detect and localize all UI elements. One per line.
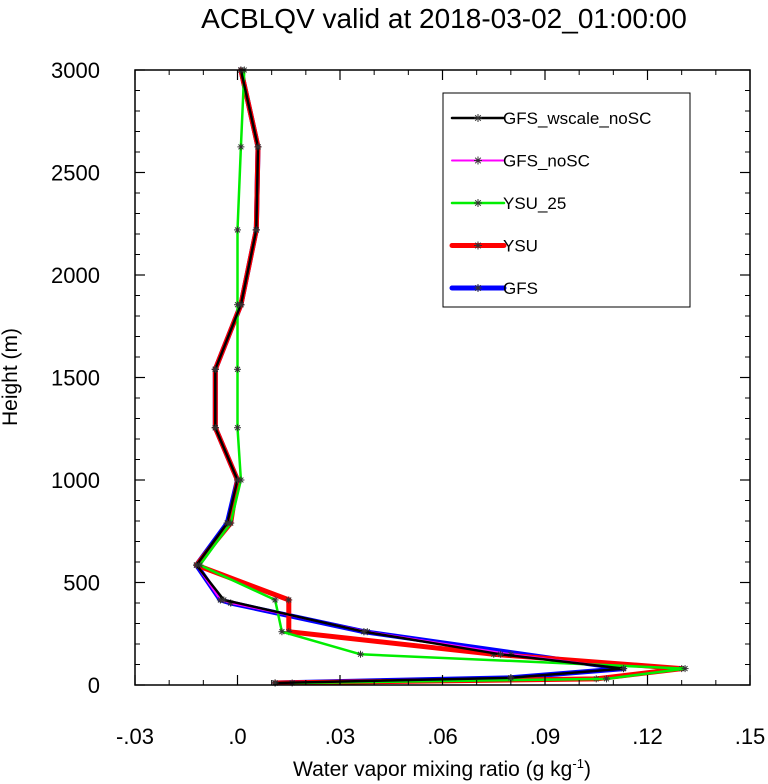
data-point-GFS_wscale_noSC-11	[237, 301, 245, 309]
data-point-YSU_25-12	[234, 226, 241, 234]
x-tick-label: .12	[632, 724, 663, 749]
axis-ticks: -.03 .0 .03 .06 .09 .12 .15 0 500 1000 1500 2000 250…	[51, 58, 765, 749]
y-tick-label: 2000	[51, 263, 100, 288]
x-tick-label: .15	[735, 724, 766, 749]
y-tick-label: 2500	[51, 161, 100, 186]
data-point-GFS_wscale_noSC-6	[193, 561, 200, 569]
x-tick-label: -.03	[116, 724, 154, 749]
x-axis-label-end: )	[584, 758, 591, 781]
legend-item-YSU_25: YSU_25	[450, 194, 566, 213]
chart-title: ACBLQV valid at 2018-03-02_01:00:00	[201, 3, 687, 34]
y-tick-label: 1000	[51, 468, 100, 493]
data-point-YSU-5	[285, 596, 293, 604]
y-tick-label: 3000	[51, 58, 100, 83]
legend-label: GFS_noSC	[503, 152, 590, 171]
data-point-GFS_wscale_noSC-5	[220, 596, 228, 604]
data-point-GFS_wscale_noSC-3	[497, 650, 505, 658]
data-point-YSU_25-4	[278, 628, 286, 636]
y-tick-label: 500	[63, 571, 100, 596]
x-tick-label: .0	[228, 724, 246, 749]
legend-label: GFS	[503, 279, 538, 298]
legend-label: YSU	[503, 237, 538, 256]
legend-item-GFS: GFS	[449, 279, 538, 298]
x-tick-label: .06	[427, 724, 458, 749]
y-tick-label: 0	[88, 673, 100, 698]
legend-label: YSU_25	[503, 194, 566, 213]
data-point-YSU_25-13	[237, 143, 245, 151]
data-point-YSU_25-3	[357, 650, 364, 658]
legend-item-YSU: YSU	[449, 237, 538, 256]
y-tick-label: 1500	[51, 366, 100, 391]
data-point-YSU_25-2	[681, 665, 689, 673]
data-point-YSU_25-10	[234, 365, 241, 373]
data-point-GFS_wscale_noSC-1	[507, 674, 515, 682]
data-point-YSU_25-1	[603, 675, 610, 683]
data-point-GFS_wscale_noSC-2	[620, 665, 628, 673]
x-axis-label-main: Water vapor mixing ratio (g kg	[293, 758, 572, 781]
data-point-GFS_wscale_noSC-7	[223, 519, 231, 527]
legend-item-GFS_wscale_noSC: GFS_wscale_noSC	[450, 109, 651, 128]
legend-label: GFS_wscale_noSC	[503, 109, 651, 128]
y-axis-label: Height (m)	[0, 328, 22, 426]
x-tick-label: .03	[325, 724, 356, 749]
data-point-YSU_25-5	[271, 596, 279, 604]
x-axis-label: Water vapor mixing ratio (g kg-1)	[293, 756, 591, 781]
series-GFS_wscale_noSC	[193, 66, 628, 687]
x-tick-label: .09	[530, 724, 561, 749]
data-point-GFS_wscale_noSC-4	[360, 628, 368, 636]
x-axis-label-superscript: -1	[572, 756, 584, 771]
data-point-YSU_25-9	[234, 424, 241, 432]
data-point-GFS_wscale_noSC-10	[211, 365, 219, 373]
legend-item-GFS_noSC: GFS_noSC	[451, 152, 590, 171]
legend-box	[442, 92, 691, 308]
data-point-GFS_wscale_noSC-9	[211, 424, 219, 432]
legend: GFS_wscale_noSC GFS_noSC YSU_25 YSU GFS	[442, 92, 691, 308]
data-point-GFS_wscale_noSC-12	[252, 226, 260, 234]
data-point-GFS_wscale_noSC-8	[234, 476, 241, 484]
data-point-GFS_wscale_noSC-13	[254, 143, 262, 151]
plot-area	[193, 66, 689, 687]
